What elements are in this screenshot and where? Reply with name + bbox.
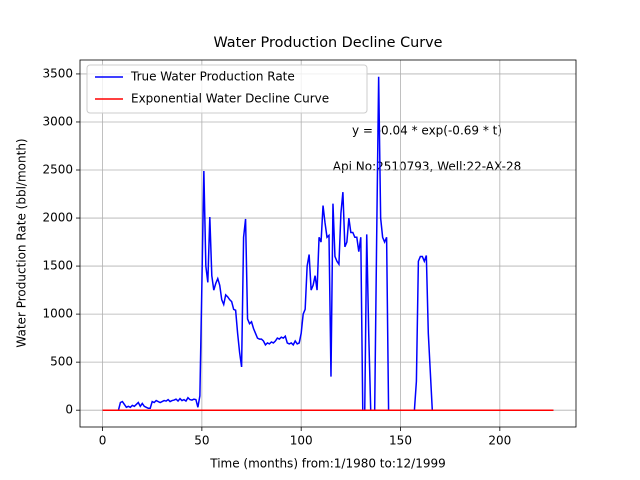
annotation: y = -0.04 * exp(-0.69 * t): [352, 124, 502, 138]
legend: True Water Production Rate Exponential Wa…: [86, 64, 368, 114]
chart-title: Water Production Decline Curve: [213, 35, 442, 51]
x-tick-label: 150: [389, 434, 412, 448]
legend-box: [86, 64, 368, 114]
axes-frame: [79, 59, 577, 428]
y-tick-label: 3000: [42, 114, 73, 128]
legend-label: True Water Production Rate: [130, 70, 295, 84]
x-tick-label: 100: [290, 434, 313, 448]
legend-label: Exponential Water Decline Curve: [131, 92, 329, 106]
y-axis-label: Water Production Rate (bbl/month): [15, 138, 29, 347]
y-tick-label: 1000: [42, 307, 73, 321]
y-tick-label: 0: [65, 403, 73, 417]
y-tick-label: 2000: [42, 211, 73, 225]
y-tick-label: 1500: [42, 259, 73, 273]
annotation: Api No:2510793, Well:22-AX-28: [333, 160, 521, 174]
y-tick-label: 500: [50, 355, 73, 369]
x-tick-label: 0: [99, 434, 107, 448]
y-tick-label: 2500: [42, 163, 73, 177]
x-tick-label: 200: [488, 434, 511, 448]
y-tick-label: 3500: [42, 66, 73, 80]
x-axis-label: Time (months) from:1/1980 to:12/1999: [209, 457, 446, 471]
x-tick-label: 50: [194, 434, 209, 448]
